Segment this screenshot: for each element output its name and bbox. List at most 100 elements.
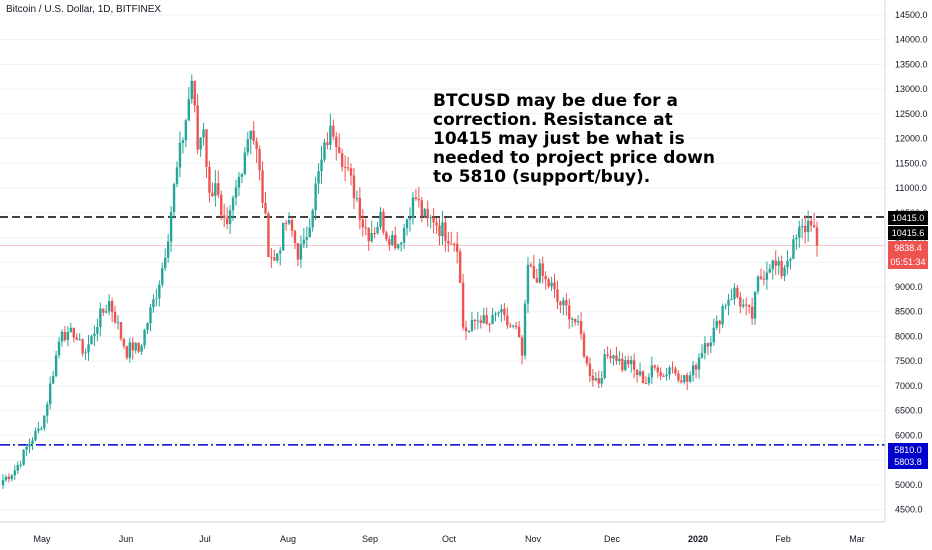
symbol-title: Bitcoin / U.S. Dollar, 1D, BITFINEX <box>6 4 162 15</box>
candle-body <box>733 287 736 300</box>
candle-body <box>164 257 167 269</box>
candle-body <box>497 312 500 314</box>
candle-body <box>102 308 105 313</box>
candle-body <box>31 440 34 444</box>
candle-body <box>391 235 394 245</box>
candle-body <box>547 279 550 287</box>
candle-body <box>326 142 329 145</box>
candle-body <box>48 383 52 405</box>
candle-body <box>355 198 359 200</box>
candle-body <box>346 167 350 169</box>
x-tick-label: 2020 <box>688 534 708 544</box>
candle-body <box>812 225 816 228</box>
candle-body <box>205 129 208 167</box>
candle-body <box>184 120 188 141</box>
candle-body <box>408 218 412 220</box>
candle-body <box>727 299 730 306</box>
candle-body <box>317 171 320 184</box>
candle-body <box>697 357 701 370</box>
candle-body <box>146 323 149 330</box>
candle-body <box>674 368 677 374</box>
candle-body <box>220 194 223 216</box>
candle-body <box>688 375 692 382</box>
candle-body <box>314 183 317 211</box>
candle-body <box>750 306 754 319</box>
candle-body <box>691 365 695 376</box>
candle-body <box>388 239 391 245</box>
candle-body <box>647 377 651 384</box>
candle-body <box>435 222 438 226</box>
candle-body <box>187 99 191 121</box>
candle-body <box>582 333 586 357</box>
x-tick-label: Feb <box>775 534 791 544</box>
candle-body <box>385 232 388 240</box>
candle-body <box>615 355 618 362</box>
candle-body <box>585 356 589 364</box>
candle-body <box>662 375 665 377</box>
candle-body <box>228 210 232 225</box>
candle-body <box>299 244 303 260</box>
y-tick-label: 8000.0 <box>895 331 923 341</box>
candle-body <box>411 197 415 219</box>
candle-body <box>181 140 185 143</box>
y-tick-label: 14500.0 <box>895 10 928 20</box>
candle-body <box>113 312 117 323</box>
candle-body <box>60 331 64 342</box>
candle-body <box>736 287 739 298</box>
candle-body <box>131 342 134 351</box>
candle-body <box>765 272 769 280</box>
y-tick-label: 11500.0 <box>895 158 927 168</box>
candle-body <box>571 318 574 320</box>
candle-body <box>565 300 568 306</box>
candle-body <box>323 142 326 160</box>
candle-body <box>612 355 615 359</box>
candle-body <box>190 80 193 100</box>
candle-body <box>169 212 173 242</box>
candle-body <box>358 198 362 220</box>
candle-body <box>801 225 804 227</box>
candle-body <box>453 243 456 245</box>
candle-body <box>762 278 766 280</box>
time-axis[interactable]: May Jun Jul Aug Sep Oct Nov Dec 2020 Feb Mar <box>33 534 864 544</box>
y-tick-label: 4500.0 <box>895 505 923 515</box>
candle-body <box>276 253 279 261</box>
candle-body <box>105 311 108 313</box>
candle-body <box>455 243 459 252</box>
candle-body <box>759 276 763 279</box>
candle-body <box>464 327 468 332</box>
x-tick-label: May <box>33 534 51 544</box>
candle-body <box>544 276 547 280</box>
y-tick-label: 12500.0 <box>895 109 928 119</box>
candle-body <box>335 136 338 148</box>
candle-body <box>709 342 713 347</box>
candle-body <box>450 243 453 245</box>
candle-body <box>343 166 347 168</box>
y-tick-label: 12000.0 <box>895 134 928 144</box>
candle-body <box>783 267 786 277</box>
candle-body <box>650 365 654 378</box>
candle-body <box>618 358 621 362</box>
candle-body <box>217 183 220 195</box>
candle-body <box>597 378 600 384</box>
candle-body <box>786 260 789 268</box>
candle-body <box>214 183 217 197</box>
candle-body <box>506 315 509 326</box>
support-low-tag: 5803.8 <box>888 455 928 469</box>
y-tick-label: 6000.0 <box>895 430 923 440</box>
candle-body <box>352 175 356 199</box>
y-tick-label: 11000.0 <box>895 183 927 193</box>
candle-body <box>258 149 261 171</box>
support-price-tag: 5810.0 <box>888 443 928 457</box>
candle-body <box>211 192 214 197</box>
candle-body <box>152 299 155 308</box>
candle-body <box>809 220 813 226</box>
x-tick-label: Nov <box>525 534 542 544</box>
candle-body <box>134 342 137 351</box>
candle-body <box>479 320 482 323</box>
candle-body <box>249 130 252 140</box>
candle-body <box>349 168 353 176</box>
candle-body <box>659 372 662 376</box>
candle-body <box>774 260 777 266</box>
candle-body <box>606 354 609 357</box>
